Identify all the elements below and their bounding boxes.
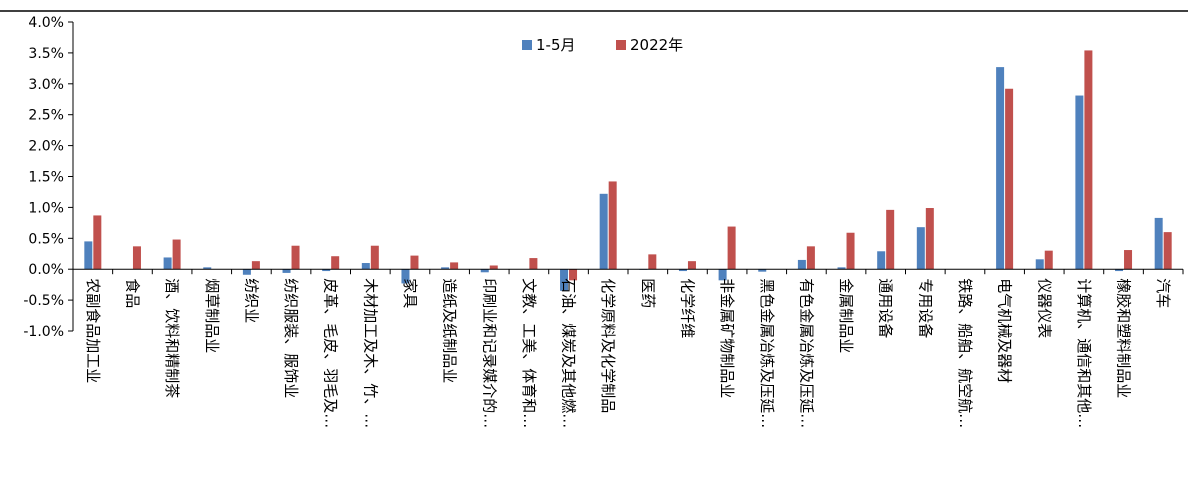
y-tick-label: 1.5% — [28, 170, 64, 186]
y-tick-label: -0.5% — [23, 293, 64, 309]
bar-series-2 — [1084, 50, 1092, 269]
bar-series-2 — [807, 246, 815, 269]
category-label: 农副食品加工业 — [84, 278, 102, 383]
bar-series-2 — [688, 261, 696, 269]
bar-series-2 — [133, 246, 141, 269]
legend: 1-5月 2022年 — [522, 36, 683, 54]
y-tick-label: 4.0% — [28, 15, 64, 31]
y-tick-label: 2.5% — [28, 108, 64, 124]
category-label: 家具 — [401, 278, 419, 308]
y-tick-label: 3.0% — [28, 77, 64, 93]
y-tick-label: -1.0% — [23, 324, 64, 340]
category-label: 黑色金属冶炼及压延… — [758, 278, 776, 428]
bar-series-2 — [1124, 250, 1132, 269]
category-label: 木材加工及木、竹、… — [361, 278, 379, 428]
bar-series-2 — [926, 208, 934, 269]
bar-series-2 — [371, 246, 379, 269]
y-tick-label: 0.5% — [28, 231, 64, 247]
category-labels: 农副食品加工业 食品 酒、饮料和精制茶 烟草制品业 纺织业 纺织服装、服饰业 皮革、毛皮、羽… — [84, 278, 1172, 428]
bar-series-2 — [1164, 232, 1172, 269]
category-label: 纺织业 — [242, 278, 260, 323]
category-label: 橡胶和塑料制品业 — [1115, 278, 1133, 398]
legend-label-series-2: 2022年 — [630, 36, 683, 54]
bar-series-1 — [798, 260, 806, 269]
category-label: 电气机械及器材 — [996, 278, 1014, 383]
category-label: 金属制品业 — [837, 278, 855, 353]
legend-label-series-1: 1-5月 — [536, 36, 576, 54]
bar-series-1 — [1155, 218, 1163, 269]
bar-series-2 — [450, 262, 458, 269]
bar-series-2 — [93, 215, 101, 269]
category-label: 酒、饮料和精制茶 — [163, 278, 181, 398]
y-axis: -1.0% -0.5% 0.0% 0.5% 1.0% 1.5% 2.0% 2.5% 3.0% 3.… — [23, 15, 73, 340]
bar-series-1 — [917, 227, 925, 269]
bar-series-2 — [886, 210, 894, 269]
category-label: 专用设备 — [916, 278, 934, 338]
bar-series-1 — [1075, 96, 1083, 270]
legend-swatch-series-1 — [522, 40, 532, 50]
bar-series-2 — [847, 233, 855, 269]
bar-series-2 — [1045, 251, 1053, 270]
bar-series-2 — [728, 227, 736, 270]
category-label: 铁路、船舶、航空航… — [956, 278, 974, 428]
category-label: 印刷业和记录媒介的… — [480, 278, 498, 428]
bar-series-1 — [283, 269, 291, 273]
bar-series-1 — [1036, 259, 1044, 269]
y-tick-label: 2.0% — [28, 139, 64, 155]
bar-series-2 — [410, 256, 418, 270]
y-tick-label: 1.0% — [28, 200, 64, 216]
bar-series-1 — [243, 269, 251, 275]
bar-series-2 — [529, 258, 537, 269]
category-label: 烟草制品业 — [203, 278, 221, 353]
bar-series-1 — [996, 67, 1004, 269]
bar-series-2 — [609, 181, 617, 269]
bars-layer — [84, 50, 1171, 290]
legend-swatch-series-2 — [616, 40, 626, 50]
y-tick-label: 0.0% — [28, 262, 64, 278]
bar-series-2 — [1005, 89, 1013, 269]
bar-series-1 — [600, 194, 608, 269]
x-axis — [73, 269, 1183, 274]
bar-series-2 — [490, 265, 498, 269]
category-label: 纺织服装、服饰业 — [282, 278, 300, 398]
bar-series-2 — [252, 261, 260, 269]
category-label: 造纸及纸制品业 — [441, 278, 459, 383]
y-tick-label: 3.5% — [28, 46, 64, 62]
category-label: 汽车 — [1154, 278, 1172, 308]
category-label: 医药 — [639, 278, 657, 308]
category-label: 计算机、通信和其他… — [1075, 278, 1093, 428]
category-label: 食品 — [123, 278, 141, 308]
category-label: 通用设备 — [877, 278, 895, 338]
bar-series-2 — [292, 246, 300, 269]
category-label: 石油、煤炭及其他燃… — [560, 278, 578, 428]
category-label: 化学纤维 — [678, 278, 696, 338]
category-label: 皮革、毛皮、羽毛及… — [322, 278, 340, 428]
category-label: 仪器仪表 — [1035, 278, 1053, 338]
bar-series-2 — [173, 240, 181, 270]
bar-series-1 — [362, 263, 370, 269]
bar-series-2 — [331, 256, 339, 269]
category-label: 文教、工美、体育和… — [520, 278, 538, 428]
bar-series-1 — [84, 241, 92, 269]
category-label: 有色金属冶炼及压延… — [797, 278, 815, 428]
bar-series-1 — [877, 251, 885, 269]
bar-series-2 — [648, 254, 656, 269]
bar-series-1 — [164, 257, 172, 269]
category-label: 化学原料及化学制品 — [599, 278, 617, 413]
category-label: 非金属矿物制品业 — [718, 278, 736, 398]
